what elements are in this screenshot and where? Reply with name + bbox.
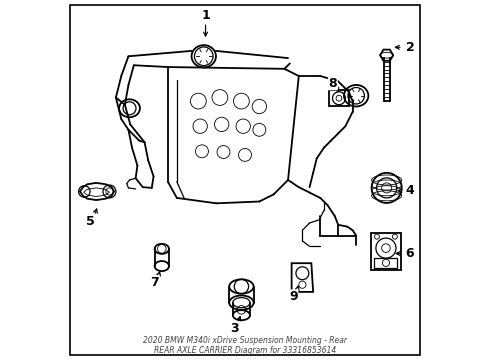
Text: 2: 2 [406,41,415,54]
Text: 8: 8 [329,77,337,90]
Text: 2020 BMW M340i xDrive Suspension Mounting - Rear
REAR AXLE CARRIER Diagram for 3: 2020 BMW M340i xDrive Suspension Mountin… [143,336,347,355]
Text: 3: 3 [230,322,239,335]
Text: 1: 1 [201,9,210,22]
Circle shape [392,234,397,239]
Text: 9: 9 [289,290,298,303]
Text: 7: 7 [150,276,159,289]
Text: 4: 4 [406,184,415,197]
Text: 5: 5 [86,215,95,228]
Circle shape [374,234,379,239]
Text: 6: 6 [406,247,414,260]
